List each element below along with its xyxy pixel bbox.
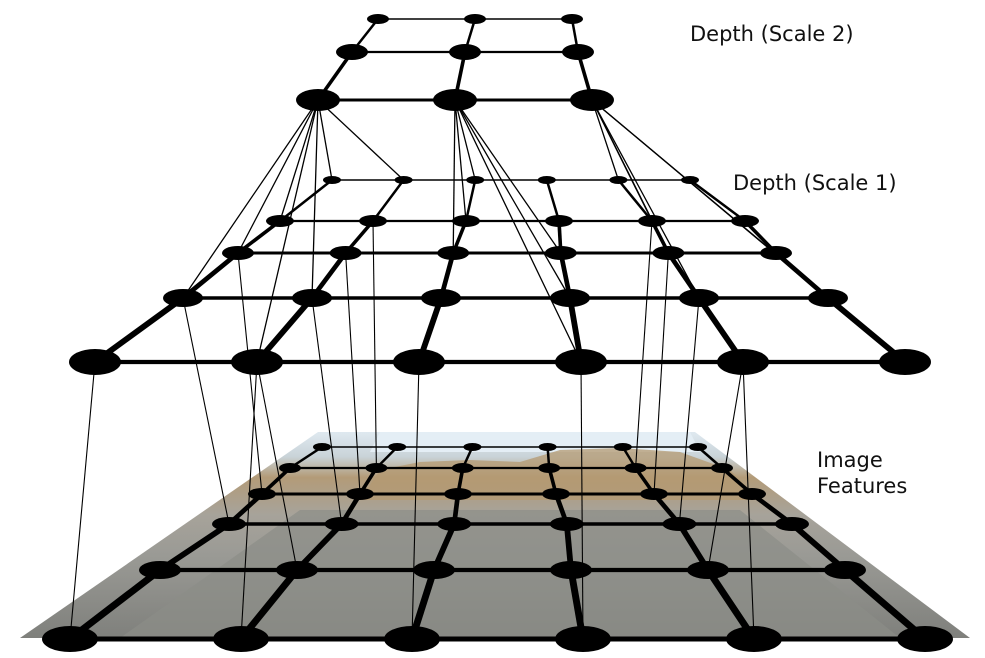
image-features-node xyxy=(388,443,407,451)
image-features-node xyxy=(139,561,181,579)
scale2-to-scale1-link xyxy=(591,99,700,299)
scale1-to-image-link xyxy=(742,361,755,640)
scale2-to-scale1-link xyxy=(454,99,476,181)
sky-region xyxy=(370,432,700,452)
image-features-node xyxy=(689,443,707,451)
depth-scale-1-col-edge xyxy=(464,179,477,222)
image-features-node xyxy=(775,517,809,531)
depth-scale-2-node xyxy=(562,44,594,60)
image-features-label-line2: Features xyxy=(817,474,908,498)
scale2-to-scale1-link xyxy=(256,99,319,363)
image-features-node xyxy=(824,561,866,579)
image-features-col-edge xyxy=(67,567,163,642)
image-features-node xyxy=(437,517,472,531)
depth-scale-2-node xyxy=(336,44,368,60)
scale2-to-scale1-link xyxy=(591,99,669,254)
scale2-to-scale1-link xyxy=(182,99,319,299)
image-features-node xyxy=(451,463,474,473)
image-features-col-edge xyxy=(158,521,231,573)
image-features-node xyxy=(313,443,331,451)
road-surface xyxy=(120,510,900,638)
depth-scale-2-node xyxy=(449,44,481,60)
image-features-node xyxy=(711,463,733,473)
image-features-label: Image Features xyxy=(817,447,907,499)
image-features-node xyxy=(613,443,632,451)
depth-scale-1-col-edge xyxy=(279,179,333,222)
image-features-node xyxy=(897,626,953,652)
scale2-to-scale1-link xyxy=(591,99,829,299)
scale1-to-image-link xyxy=(707,361,744,571)
scale2-to-scale1-link xyxy=(591,99,620,181)
depth-scale-1-node xyxy=(760,246,792,260)
depth-scale-1-node xyxy=(731,215,759,227)
image-features-node xyxy=(542,488,570,500)
depth-scale-2-node xyxy=(464,14,486,24)
depth-scale-1-col-edge xyxy=(689,178,746,223)
scale1-to-image-link xyxy=(372,220,377,469)
image-features-node xyxy=(738,488,766,500)
scale2-to-scale1-link xyxy=(237,99,319,254)
image-features-node xyxy=(444,488,472,500)
image-features-col-edge xyxy=(842,567,928,642)
depth-scale-1-node xyxy=(545,215,573,227)
scale1-to-image-link xyxy=(256,361,298,571)
scale1-to-image-link xyxy=(182,297,230,525)
scale2-to-scale1-link xyxy=(317,99,333,181)
scale2-to-scale1-link xyxy=(317,99,405,181)
scale1-to-image-link xyxy=(240,361,258,640)
image-features-node xyxy=(279,463,301,473)
image-features-node xyxy=(538,443,557,451)
scale1-to-image-link xyxy=(237,252,263,495)
scale2-to-scale1-link xyxy=(454,99,571,299)
image-features-label-line1: Image xyxy=(817,448,883,472)
depth-scale-1-col-edge xyxy=(617,179,653,222)
depth-scale-2-node xyxy=(367,14,389,24)
scale1-to-image-link xyxy=(311,297,343,525)
scale1-to-image-link xyxy=(345,252,361,495)
scale2-to-scale1-link xyxy=(454,99,562,254)
depth-scale-2-node xyxy=(561,14,583,24)
depth-scale-2-grid xyxy=(296,14,614,111)
image-features-node xyxy=(413,561,455,579)
scale1-to-image-link xyxy=(69,361,96,640)
depth-scale-1-node xyxy=(421,289,461,307)
scale1-to-image-link xyxy=(653,252,669,495)
image-features-node xyxy=(538,463,561,473)
scale1-to-image-link xyxy=(580,361,584,640)
image-features-node xyxy=(549,517,584,531)
depth-scale-2-label: Depth (Scale 2) xyxy=(690,22,854,46)
scale1-to-image-link xyxy=(411,361,420,640)
scale1-to-image-link xyxy=(635,220,653,469)
scale1-to-image-link xyxy=(678,297,700,525)
depth-scale-1-node xyxy=(537,176,556,184)
scale2-to-scale1-link xyxy=(452,99,456,254)
scale2-to-scale1-link xyxy=(279,99,319,222)
image-features-node xyxy=(463,443,482,451)
depth-scale-1-label: Depth (Scale 1) xyxy=(733,171,897,195)
scale2-to-scale1-link xyxy=(311,99,319,299)
depth-scale-1-col-edge xyxy=(371,179,405,222)
scale2-to-scale1-link xyxy=(454,99,582,363)
depth-scale-1-col-edge xyxy=(545,179,561,222)
scale2-to-scale1-link xyxy=(454,99,467,222)
connection-lines xyxy=(69,99,906,640)
image-features-node xyxy=(550,561,592,579)
